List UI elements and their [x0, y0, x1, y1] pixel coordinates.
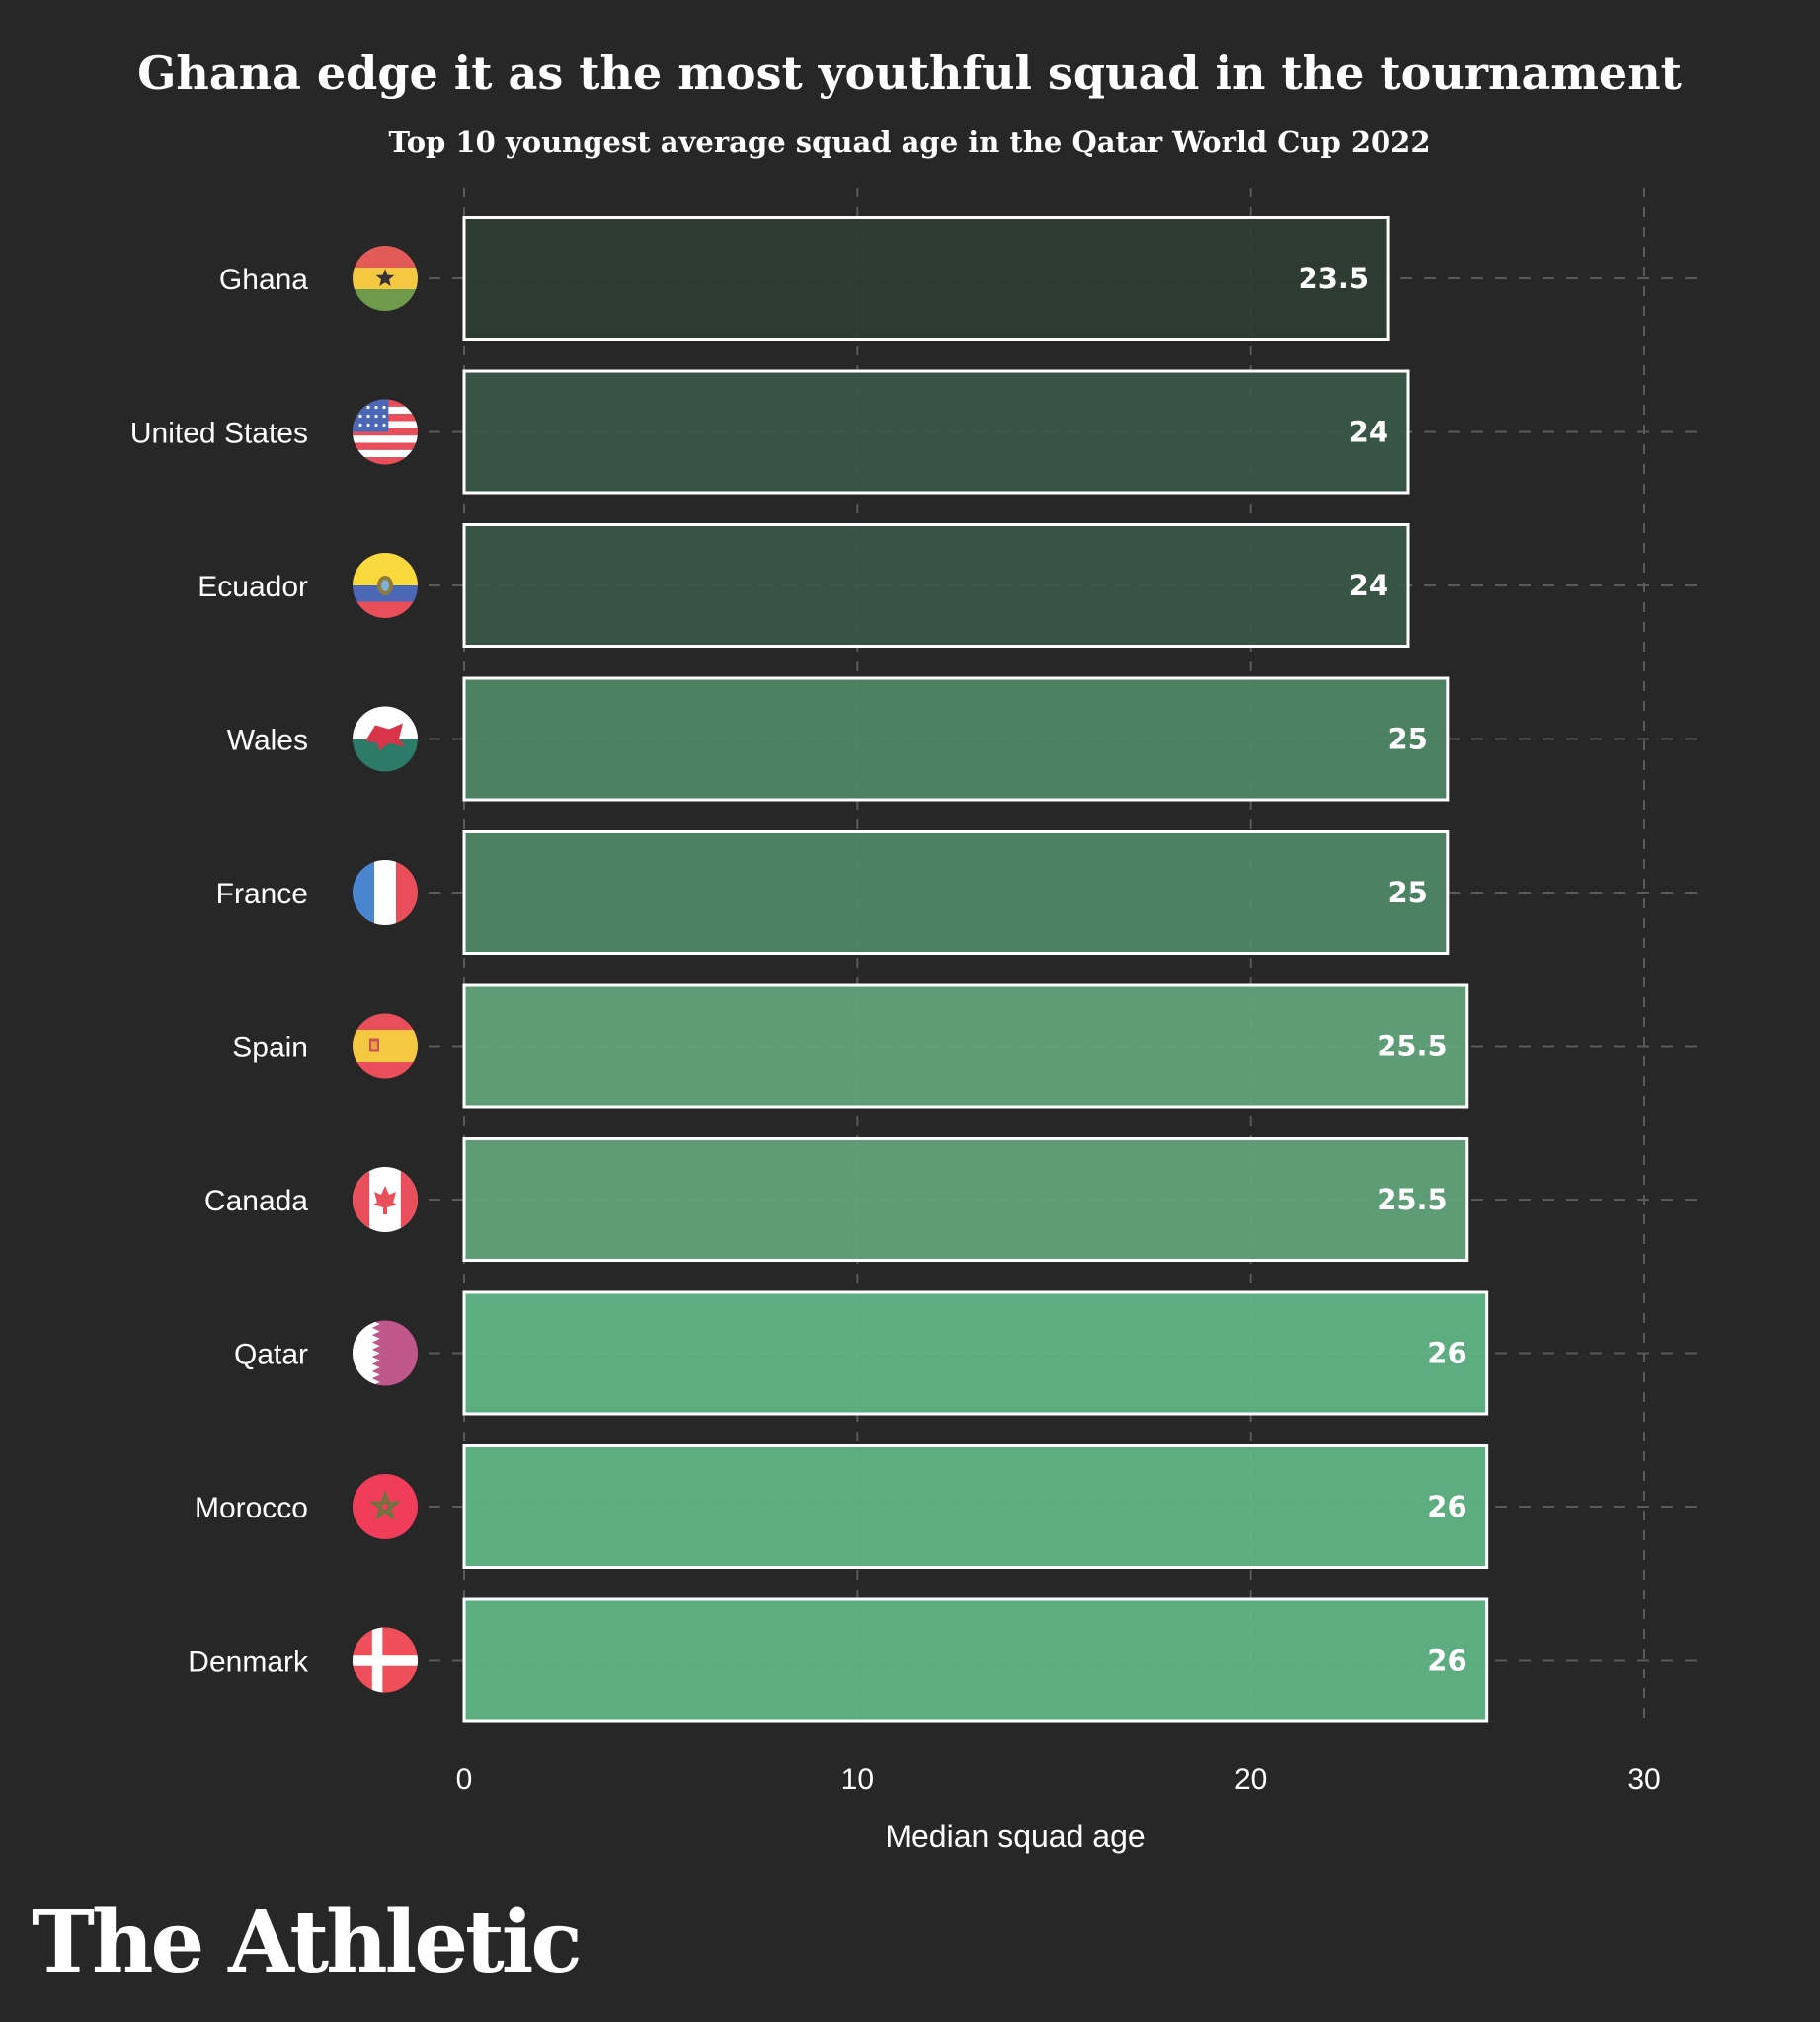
- value-label: 25.5: [1377, 1183, 1448, 1216]
- value-label: 26: [1427, 1337, 1466, 1370]
- canada-flag-icon: [353, 1167, 418, 1232]
- ghana-flag-icon: [353, 246, 418, 311]
- bar-morocco: [462, 1444, 1489, 1569]
- value-label: 24: [1349, 569, 1388, 602]
- bar-ecuador: [462, 523, 1410, 648]
- x-tick-label: 0: [456, 1763, 473, 1796]
- country-label: Wales: [227, 725, 308, 757]
- country-label: Spain: [232, 1032, 308, 1064]
- morocco-flag-icon: [353, 1474, 418, 1539]
- denmark-flag-icon: [353, 1627, 418, 1693]
- bar-wales: [462, 676, 1450, 802]
- value-label: 26: [1427, 1644, 1466, 1677]
- x-tick-label: 10: [841, 1763, 874, 1796]
- value-label: 25.5: [1377, 1030, 1448, 1063]
- x-tick-label: 20: [1234, 1763, 1267, 1796]
- value-label: 25: [1387, 723, 1427, 756]
- value-label: 23.5: [1299, 262, 1370, 295]
- country-label: Canada: [204, 1185, 308, 1217]
- country-label: Morocco: [195, 1492, 308, 1524]
- united-states-flag-icon: [353, 399, 418, 465]
- x-axis: 0 10 20 30: [456, 1763, 1661, 1796]
- country-label: Ghana: [219, 264, 308, 296]
- france-flag-icon: [353, 860, 418, 925]
- spain-flag-icon: [353, 1013, 418, 1079]
- country-label: United States: [130, 418, 308, 450]
- ecuador-flag-icon: [353, 553, 418, 618]
- country-label: France: [216, 878, 308, 910]
- chart-title: Ghana edge it as the most youthful squad…: [137, 46, 1683, 100]
- bar-spain: [462, 983, 1469, 1109]
- brand-logo: The Athletic: [32, 1893, 583, 1992]
- qatar-flag-icon: [353, 1320, 418, 1386]
- bar-ghana: [462, 216, 1390, 341]
- country-label: Denmark: [188, 1646, 309, 1678]
- x-axis-title: Median squad age: [885, 1819, 1145, 1854]
- x-tick-label: 30: [1627, 1763, 1660, 1796]
- value-label: 24: [1349, 416, 1388, 449]
- value-label: 26: [1427, 1490, 1466, 1523]
- country-label: Qatar: [234, 1339, 308, 1371]
- bar-qatar: [462, 1290, 1489, 1416]
- chart-subtitle: Top 10 youngest average squad age in the…: [388, 125, 1430, 159]
- bar-denmark: [462, 1597, 1489, 1723]
- country-label: Ecuador: [198, 571, 308, 603]
- wales-flag-icon: [353, 706, 418, 772]
- bar-france: [462, 830, 1450, 955]
- bar-canada: [462, 1137, 1469, 1262]
- value-label: 25: [1387, 876, 1427, 909]
- bar-united-states: [462, 369, 1410, 495]
- bars: 23.5 Ghana 24 United States 24 Ecuador 25 Wales…: [130, 216, 1489, 1723]
